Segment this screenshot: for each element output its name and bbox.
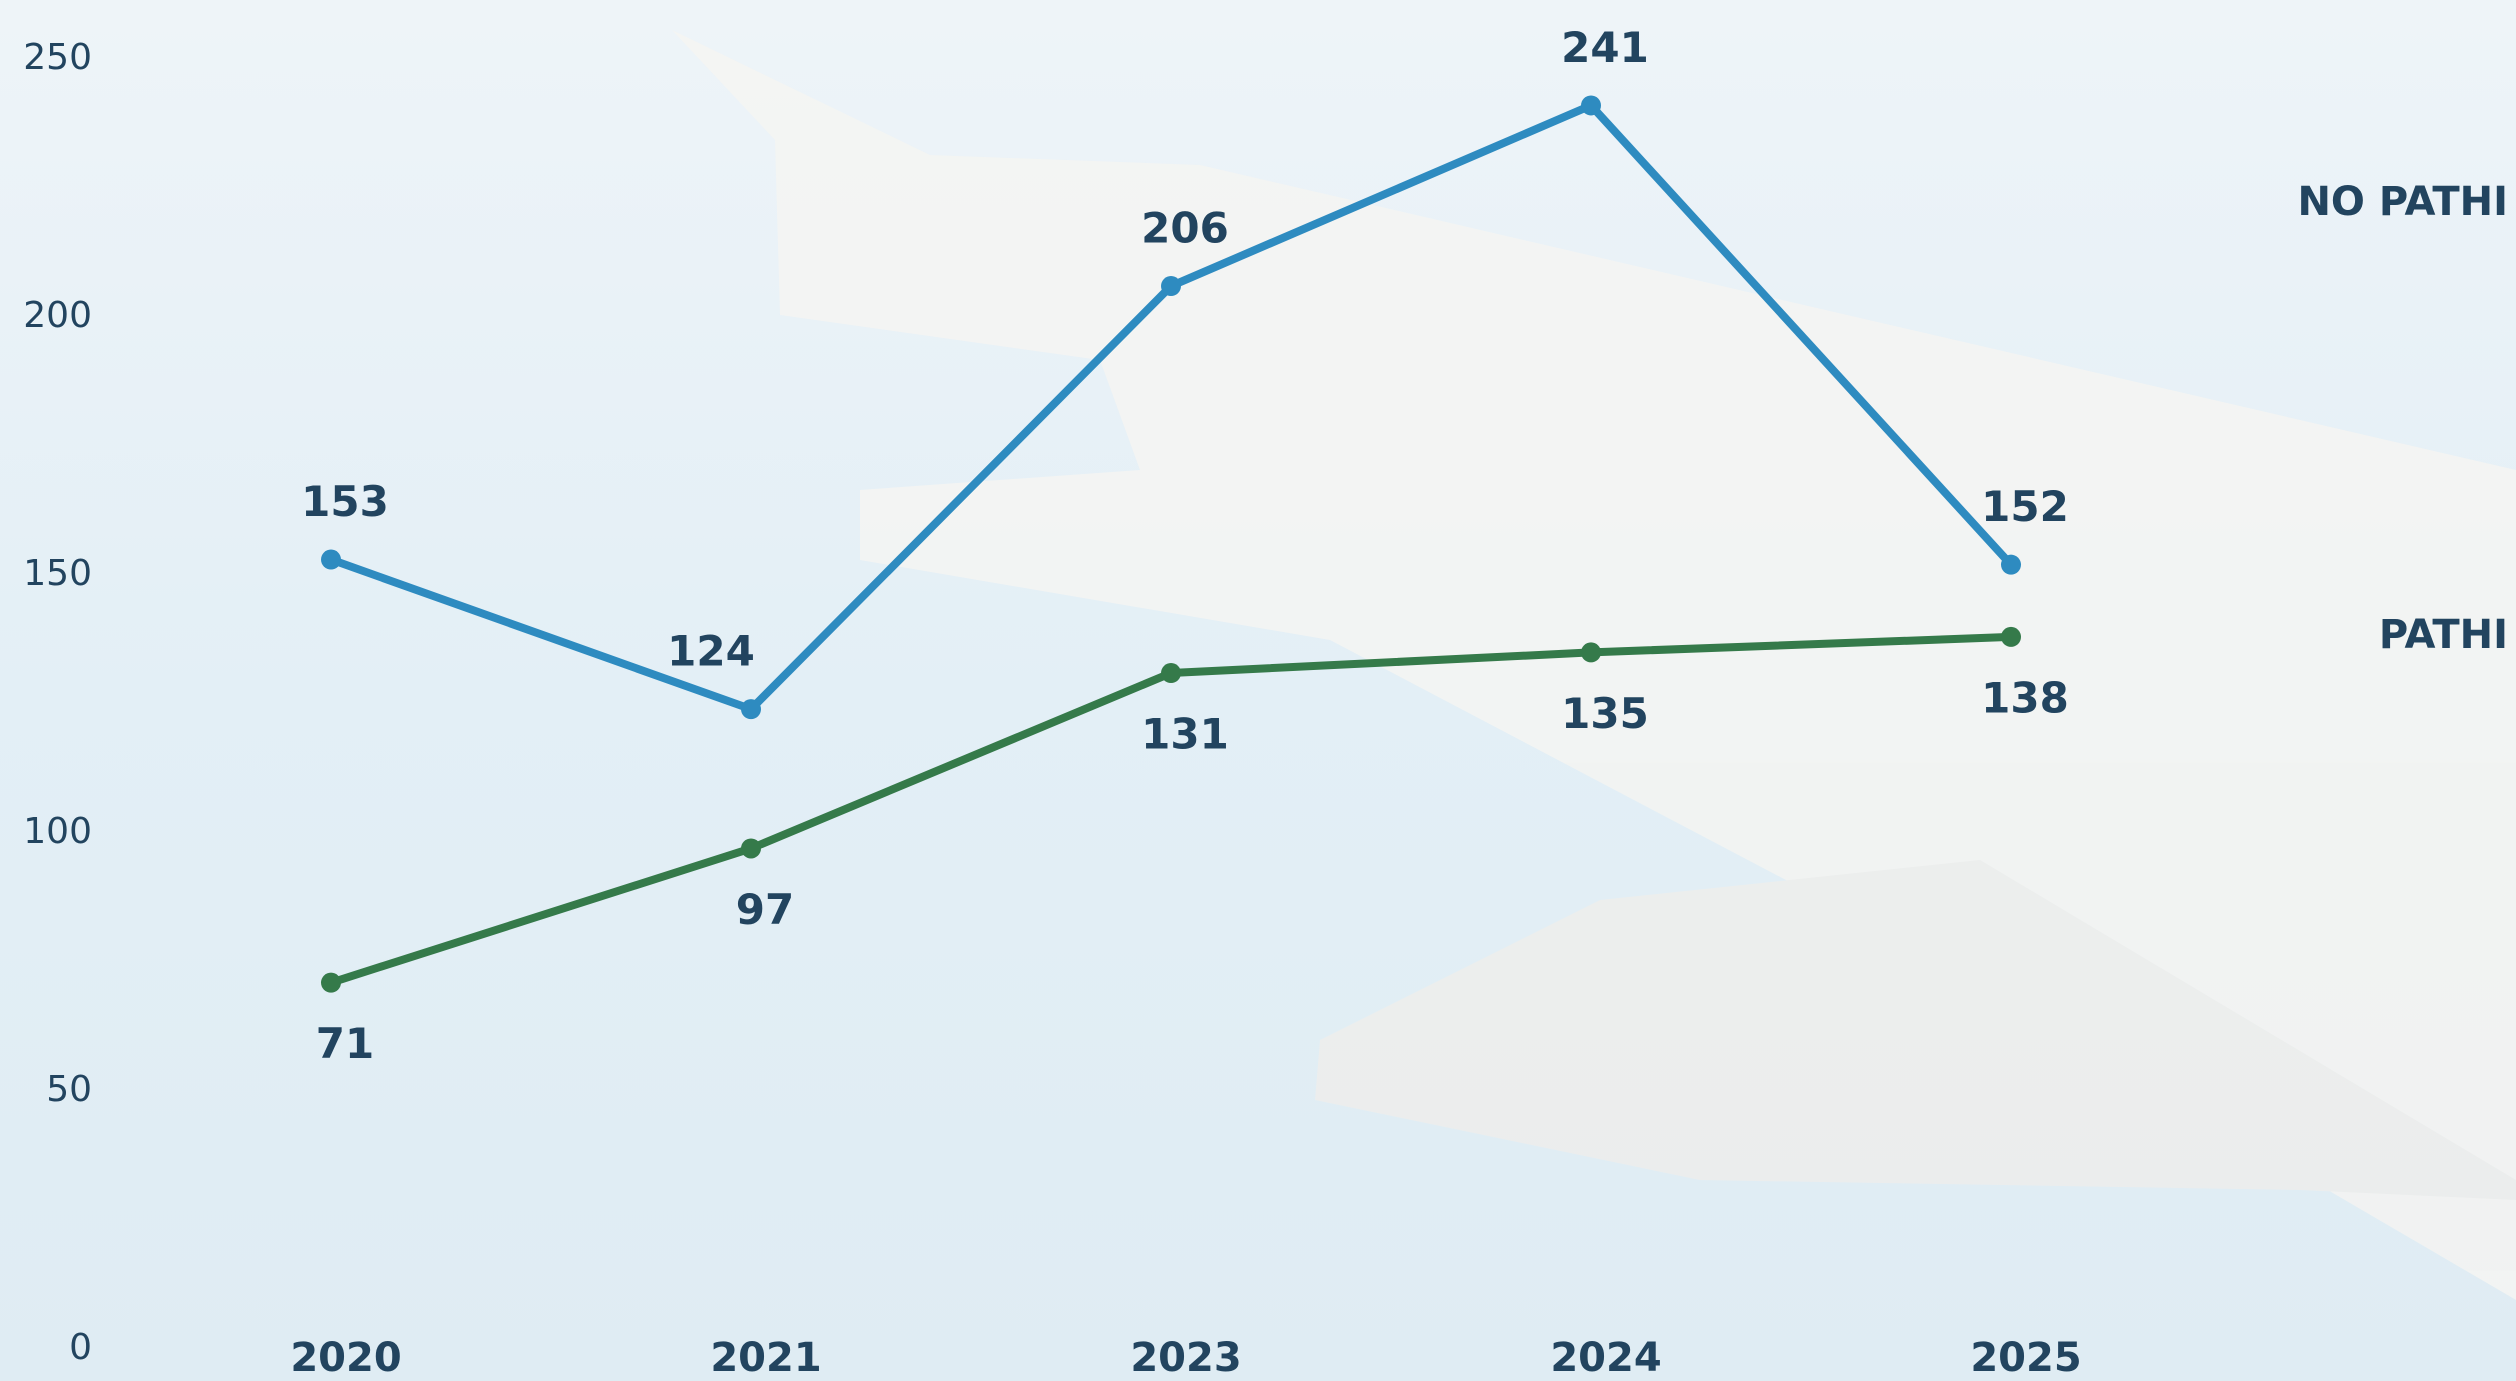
y-tick-label: 50	[46, 1069, 92, 1110]
data-point	[1581, 642, 1601, 663]
wing-image	[672, 30, 2516, 1300]
data-label: 124	[667, 627, 755, 676]
data-label: 135	[1561, 689, 1649, 738]
data-label: 71	[316, 1019, 374, 1068]
data-point	[321, 972, 341, 993]
data-point	[741, 699, 761, 720]
data-label: 97	[736, 885, 794, 934]
plot-area: 0 50 100 150 200 250 2020 2021 2023 2024 2025 153 12…	[23, 23, 2508, 1381]
x-tick-label: 2024	[1550, 1335, 1661, 1381]
data-point	[321, 549, 341, 570]
y-tick-label: 250	[23, 37, 92, 78]
x-tick-label: 2021	[710, 1335, 821, 1381]
x-tick-label: 2020	[290, 1335, 401, 1381]
data-label: 153	[301, 477, 389, 526]
data-label: 131	[1141, 710, 1229, 759]
x-tick-label: 2023	[1130, 1335, 1241, 1381]
y-tick-label: 100	[23, 811, 92, 852]
data-point	[2001, 626, 2021, 647]
data-point	[1161, 663, 1181, 684]
data-point	[1581, 95, 1601, 116]
data-point	[741, 838, 761, 859]
data-label: 152	[1981, 482, 2069, 531]
y-tick-label: 200	[23, 295, 92, 336]
data-label: 138	[1981, 673, 2069, 722]
y-tick-label: 150	[23, 553, 92, 594]
data-label: 206	[1141, 204, 1229, 253]
legend-label: PATHI	[2379, 612, 2508, 658]
y-tick-label: 0	[69, 1327, 92, 1368]
data-point	[1161, 276, 1181, 297]
data-label: 241	[1561, 23, 1649, 72]
data-point	[2001, 554, 2021, 575]
legend-label: NO PATHI	[2297, 179, 2508, 225]
x-tick-label: 2025	[1970, 1335, 2081, 1381]
